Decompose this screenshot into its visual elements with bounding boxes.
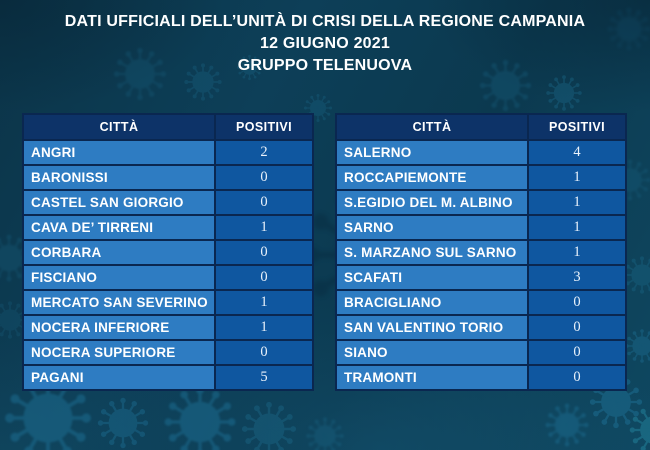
positives-cell: 3: [527, 264, 627, 291]
positives-cell: 1: [527, 189, 627, 216]
table-row: SALERNO 4: [335, 139, 627, 166]
city-cell: SAN VALENTINO TORIO: [335, 314, 529, 341]
city-cell: PAGANI: [22, 364, 216, 391]
virus-icon: [305, 416, 345, 450]
table-row: SAN VALENTINO TORIO 0: [335, 314, 627, 341]
table-header-row: CITTÀ POSITIVI: [22, 113, 314, 141]
left-city-positives-table: CITTÀ POSITIVI ANGRI 2 BARONISSI 0 CASTEL …: [22, 113, 314, 391]
positives-cell: 0: [214, 164, 314, 191]
city-cell: NOCERA INFERIORE: [22, 314, 216, 341]
table-row: S.EGIDIO DEL M. ALBINO 1: [335, 189, 627, 216]
city-cell: ROCCAPIEMONTE: [335, 164, 529, 191]
virus-icon: [162, 384, 238, 450]
right-city-positives-table: CITTÀ POSITIVI SALERNO 4 ROCCAPIEMONTE 1 S…: [335, 113, 627, 391]
table-row: ROCCAPIEMONTE 1: [335, 164, 627, 191]
table-row: TRAMONTI 0: [335, 364, 627, 391]
city-cell: ANGRI: [22, 139, 216, 166]
virus-icon: [624, 328, 650, 364]
city-cell: SALERNO: [335, 139, 529, 166]
positives-cell: 5: [214, 364, 314, 391]
table-row: SIANO 0: [335, 339, 627, 366]
table-row: ANGRI 2: [22, 139, 314, 166]
positives-cell: 2: [214, 139, 314, 166]
positives-cell: 1: [214, 214, 314, 241]
city-column-header: CITTÀ: [22, 113, 216, 141]
city-cell: SIANO: [335, 339, 529, 366]
positives-cell: 1: [527, 164, 627, 191]
positives-cell: 0: [214, 339, 314, 366]
table-row: SCAFATI 3: [335, 264, 627, 291]
table-row: NOCERA INFERIORE 1: [22, 314, 314, 341]
positives-cell: 4: [527, 139, 627, 166]
city-cell: BARONISSI: [22, 164, 216, 191]
virus-icon: [96, 396, 150, 450]
table-row: CASTEL SAN GIORGIO 0: [22, 189, 314, 216]
positives-cell: 1: [214, 314, 314, 341]
table-row: PAGANI 5: [22, 364, 314, 391]
title-line-2: 12 GIUGNO 2021: [260, 35, 390, 52]
table-row: FISCIANO 0: [22, 264, 314, 291]
positives-cell: 0: [527, 364, 627, 391]
positives-column-header: POSITIVI: [214, 113, 314, 141]
city-cell: SCAFATI: [335, 264, 529, 291]
virus-icon: [628, 404, 650, 450]
table-row: S. MARZANO SUL SARNO 1: [335, 239, 627, 266]
title-line-1: DATI UFFICIALI DELL’UNITÀ DI CRISI DELLA…: [64, 13, 586, 30]
table-row: SARNO 1: [335, 214, 627, 241]
table-row: CAVA DE’ TIRRENI 1: [22, 214, 314, 241]
city-cell: CORBARA: [22, 239, 216, 266]
virus-icon: [545, 74, 583, 112]
positives-cell: 0: [214, 264, 314, 291]
positives-cell: 1: [527, 214, 627, 241]
city-cell: NOCERA SUPERIORE: [22, 339, 216, 366]
positives-cell: 0: [527, 289, 627, 316]
positives-cell: 1: [214, 289, 314, 316]
virus-icon: [240, 400, 298, 450]
positives-cell: 0: [527, 339, 627, 366]
city-cell: BRACIGLIANO: [335, 289, 529, 316]
positives-cell: 1: [527, 239, 627, 266]
city-cell: MERCATO SAN SEVERINO: [22, 289, 216, 316]
table-row: CORBARA 0: [22, 239, 314, 266]
virus-icon: [544, 402, 590, 448]
city-cell: FISCIANO: [22, 264, 216, 291]
city-cell: SARNO: [335, 214, 529, 241]
table-row: BARONISSI 0: [22, 164, 314, 191]
city-cell: S. MARZANO SUL SARNO: [335, 239, 529, 266]
city-cell: CAVA DE’ TIRRENI: [22, 214, 216, 241]
table-row: MERCATO SAN SEVERINO 1: [22, 289, 314, 316]
title-line-3: GRUPPO TELENUOVA: [237, 57, 413, 74]
city-cell: S.EGIDIO DEL M. ALBINO: [335, 189, 529, 216]
table-row: NOCERA SUPERIORE 0: [22, 339, 314, 366]
table-header-row: CITTÀ POSITIVI: [335, 113, 627, 141]
positives-column-header: POSITIVI: [527, 113, 627, 141]
table-row: BRACIGLIANO 0: [335, 289, 627, 316]
city-column-header: CITTÀ: [335, 113, 529, 141]
title-block: DATI UFFICIALI DELL’UNITÀ DI CRISI DELLA…: [0, 11, 650, 77]
city-cell: TRAMONTI: [335, 364, 529, 391]
city-cell: CASTEL SAN GIORGIO: [22, 189, 216, 216]
positives-cell: 0: [527, 314, 627, 341]
positives-cell: 0: [214, 239, 314, 266]
positives-cell: 0: [214, 189, 314, 216]
